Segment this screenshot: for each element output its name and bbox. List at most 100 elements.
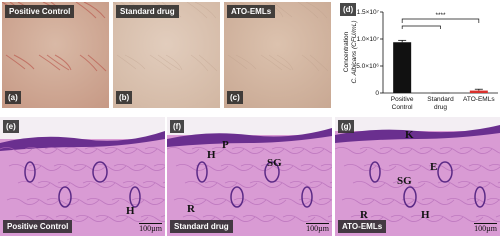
x-tick-label: Positive Control bbox=[390, 96, 414, 111]
follicle bbox=[58, 186, 72, 208]
panel-label: (d) bbox=[340, 3, 357, 16]
collagen bbox=[17, 181, 51, 188]
collagen bbox=[224, 181, 258, 188]
collagen bbox=[55, 215, 89, 222]
bar bbox=[393, 42, 412, 93]
skin-texture bbox=[227, 54, 248, 70]
collagen bbox=[468, 164, 500, 171]
collagen bbox=[131, 198, 165, 205]
skin-texture bbox=[268, 54, 292, 71]
y-tick-label: 1.0×10⁷ bbox=[357, 36, 380, 43]
x-tick-label: ATO-EMLs bbox=[463, 96, 495, 103]
follicle bbox=[437, 161, 453, 183]
panel-label: (b) bbox=[116, 91, 133, 104]
y-tick-label: 5.0×10⁶ bbox=[356, 63, 379, 70]
annotation: K bbox=[405, 129, 414, 141]
sky-bg bbox=[335, 117, 500, 131]
collagen bbox=[298, 198, 332, 205]
y-tick-label: 0 bbox=[375, 90, 379, 97]
annotation: P bbox=[222, 139, 229, 151]
collagen bbox=[479, 147, 500, 154]
panel-label: (g) bbox=[338, 120, 355, 133]
skin-texture bbox=[301, 54, 320, 72]
collagen bbox=[151, 198, 165, 201]
scale-bar: 100µm bbox=[474, 223, 497, 233]
collagen bbox=[122, 181, 156, 188]
collagen bbox=[399, 147, 433, 154]
skin-texture bbox=[87, 54, 107, 72]
collagen bbox=[282, 215, 316, 222]
collagen bbox=[193, 198, 227, 205]
collagen bbox=[390, 215, 424, 222]
collagen bbox=[421, 198, 455, 205]
follicle bbox=[369, 161, 381, 183]
skin-texture bbox=[235, 54, 257, 70]
collagen bbox=[439, 147, 473, 154]
follicle bbox=[24, 161, 36, 183]
collagen bbox=[140, 215, 165, 222]
skin-texture bbox=[194, 2, 217, 19]
sky-bg bbox=[167, 117, 332, 135]
histology-image: H P SG R (f) Standard drug 100µm bbox=[167, 117, 332, 236]
collagen bbox=[410, 215, 444, 222]
chart-panel: (d) 0 5.0×10⁶ 1.0×10⁷ 1.5×10⁷ ConcentrationC.… bbox=[336, 0, 500, 115]
significance-label: **** bbox=[435, 12, 446, 19]
collagen bbox=[53, 164, 87, 171]
skin-texture bbox=[272, 2, 293, 18]
collagen bbox=[271, 147, 305, 154]
collagen bbox=[75, 215, 109, 222]
annotation: SG bbox=[267, 157, 282, 169]
panel-label: (e) bbox=[3, 120, 19, 133]
collagen bbox=[488, 164, 500, 167]
panel-label: (c) bbox=[227, 91, 243, 104]
follicle bbox=[196, 161, 208, 183]
collagen bbox=[446, 198, 480, 205]
collagen bbox=[115, 215, 149, 222]
collagen bbox=[195, 164, 229, 171]
skin-texture bbox=[297, 2, 319, 19]
histology-image: H (e) Positive Control 100µm bbox=[0, 117, 165, 236]
collagen bbox=[133, 164, 165, 171]
skin-texture bbox=[260, 54, 283, 71]
skin-texture bbox=[190, 54, 209, 72]
follicle bbox=[403, 186, 417, 208]
collagen bbox=[466, 198, 500, 205]
skin-texture bbox=[149, 54, 172, 71]
bar bbox=[431, 92, 450, 94]
collagen bbox=[457, 181, 491, 188]
collagen bbox=[184, 181, 218, 188]
collagen bbox=[44, 147, 78, 154]
follicle bbox=[474, 186, 486, 208]
collagen bbox=[231, 147, 265, 154]
collagen bbox=[352, 181, 386, 188]
panel-label: (f) bbox=[170, 120, 184, 133]
collagen bbox=[253, 198, 287, 205]
skin-texture bbox=[165, 54, 183, 71]
collagen bbox=[204, 181, 238, 188]
follicle bbox=[129, 186, 141, 208]
skin-texture bbox=[305, 2, 328, 19]
collagen bbox=[64, 147, 98, 154]
collagen bbox=[260, 164, 294, 171]
skin-texture bbox=[116, 54, 137, 70]
skin-texture bbox=[186, 2, 208, 19]
collagen bbox=[320, 164, 332, 167]
collagen bbox=[477, 181, 500, 188]
annotation: E bbox=[430, 161, 438, 173]
collagen bbox=[401, 198, 435, 205]
skin-texture bbox=[276, 54, 294, 71]
collagen bbox=[291, 147, 325, 154]
collagen bbox=[6, 198, 40, 205]
canvas: 0 5.0×10⁶ 1.0×10⁷ 1.5×10⁷ ConcentrationC. Al… bbox=[343, 9, 498, 97]
collagen bbox=[173, 198, 207, 205]
collagen bbox=[262, 215, 296, 222]
y-tick-label: 1.5×10⁷ bbox=[357, 9, 380, 16]
collagen bbox=[417, 181, 451, 188]
collagen bbox=[280, 164, 314, 171]
y-label-line: C. Albicans (CFU/mL) bbox=[351, 21, 358, 84]
follicle bbox=[92, 161, 108, 183]
collagen bbox=[381, 198, 415, 205]
collagen bbox=[0, 147, 33, 154]
collagen bbox=[419, 147, 453, 154]
